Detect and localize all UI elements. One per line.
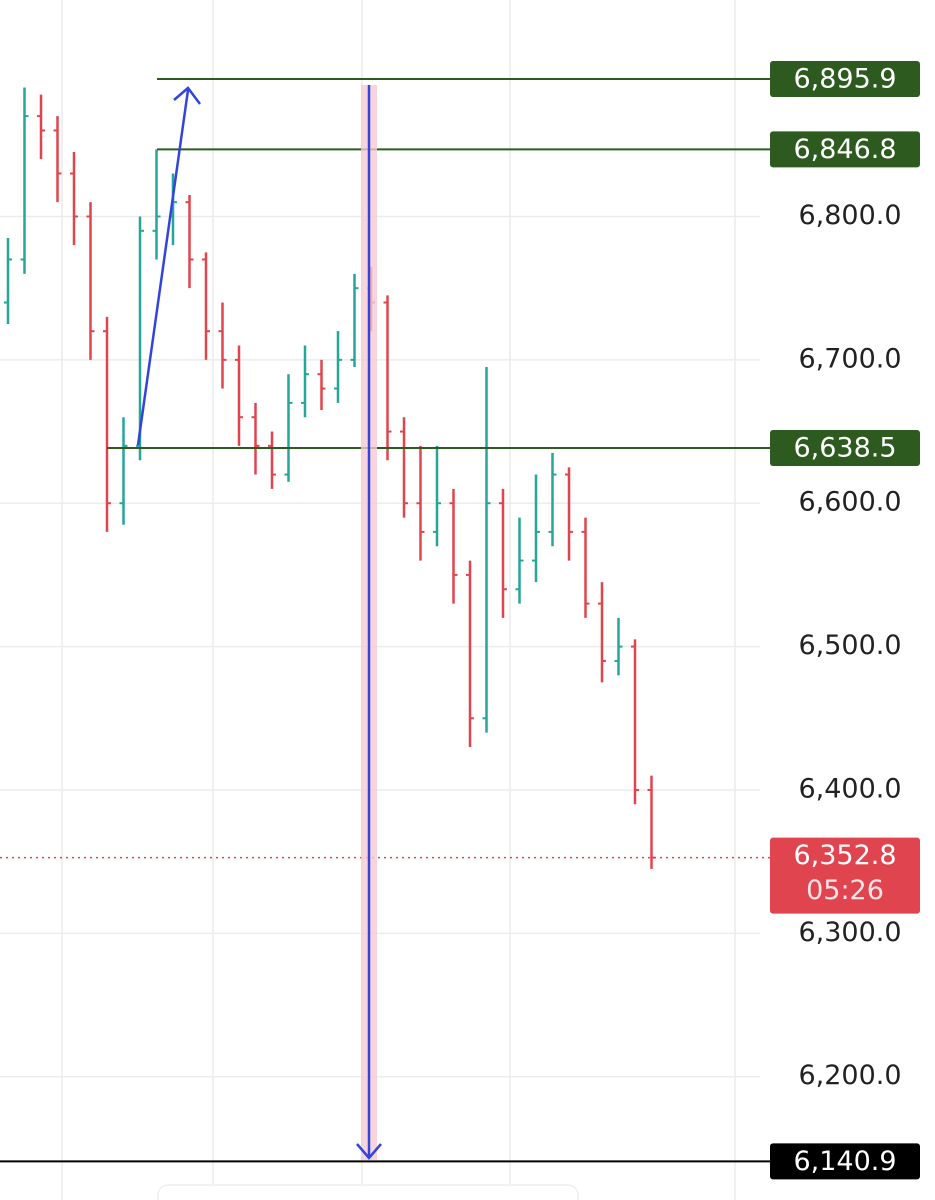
y-tick-label: 6,600.0 [798, 487, 901, 518]
arrow-head [173, 86, 201, 105]
level-label: 6,846.8 [793, 134, 896, 165]
y-tick-label: 6,300.0 [798, 917, 901, 948]
vertical-grid [61, 0, 736, 1200]
last-price-label: 6,352.8 [793, 840, 896, 871]
y-tick-label: 6,800.0 [798, 200, 901, 231]
diagonal-arrow [136, 89, 190, 446]
y-tick-label: 6,500.0 [798, 630, 901, 661]
arrow-head [356, 1143, 382, 1160]
y-tick-label: 6,400.0 [798, 773, 901, 804]
drawing-arrows [136, 85, 382, 1160]
y-tick-label: 6,700.0 [798, 343, 901, 374]
level-label: 6,895.9 [793, 63, 896, 94]
level-label-box [770, 1143, 920, 1180]
level-label: 6,140.9 [793, 1146, 896, 1177]
last-price-box [770, 837, 920, 914]
level-label-box [770, 430, 920, 467]
bottom-panel [157, 1184, 579, 1200]
level-label: 6,638.5 [793, 433, 896, 464]
level-label-box [770, 60, 920, 97]
level-label-box [770, 131, 920, 168]
y-tick-label: 6,200.0 [798, 1060, 901, 1091]
countdown: 05:26 [806, 875, 884, 906]
